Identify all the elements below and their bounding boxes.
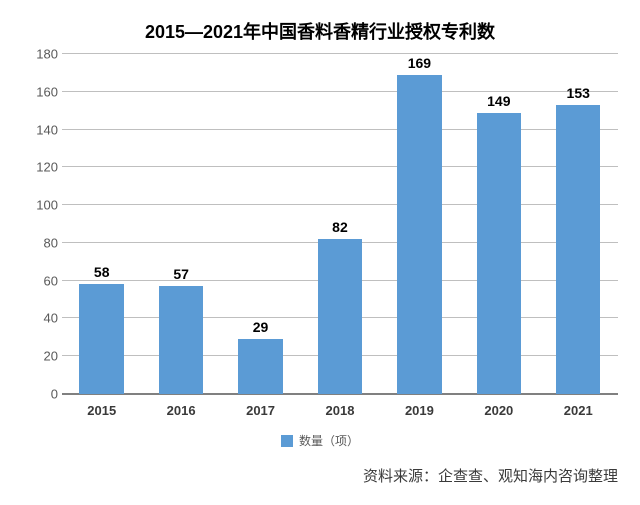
legend: 数量（项） [22,432,618,449]
bar-value-label: 153 [567,85,590,101]
y-tick-label: 180 [36,47,58,62]
bar-slot: 149 [459,54,538,394]
bar-value-label: 169 [408,55,431,71]
y-tick-label: 140 [36,122,58,137]
bar [556,105,600,394]
bar [477,113,521,394]
bars-group: 58 57 29 82 169 149 153 [62,54,618,394]
bar [318,239,362,394]
x-tick-label: 2021 [539,403,618,418]
legend-label: 数量（项） [299,434,359,448]
x-tick-label: 2016 [141,403,220,418]
y-tick-label: 40 [44,311,58,326]
y-tick-label: 120 [36,160,58,175]
chart-container: 2015—2021年中国香料香精行业授权专利数 0 20 40 60 80 100 120 1… [0,0,640,505]
bar-slot: 153 [539,54,618,394]
y-tick-label: 160 [36,84,58,99]
bar-value-label: 29 [253,319,269,335]
bar [238,339,282,394]
x-tick-label: 2019 [380,403,459,418]
bar-slot: 29 [221,54,300,394]
x-tick-label: 2020 [459,403,538,418]
y-tick-label: 20 [44,349,58,364]
x-axis: 2015201620172018201920202021 [62,394,618,418]
x-tick-label: 2017 [221,403,300,418]
bar [397,75,441,394]
bar-slot: 82 [300,54,379,394]
source-line: 资料来源：企查查、观知海内咨询整理 [22,465,618,486]
x-tick-label: 2015 [62,403,141,418]
x-tick-label: 2018 [300,403,379,418]
y-tick-label: 0 [51,387,58,402]
bar-slot: 169 [380,54,459,394]
bar-value-label: 82 [332,219,348,235]
bar-slot: 57 [141,54,220,394]
legend-swatch [281,435,293,447]
bar-value-label: 58 [94,264,110,280]
bar-value-label: 149 [487,93,510,109]
y-tick-label: 100 [36,198,58,213]
source-prefix: 资料来源： [363,468,438,485]
y-axis: 020406080100120140160180 [22,54,62,394]
source-text: 企查查、观知海内咨询整理 [438,468,618,485]
bar-value-label: 57 [173,266,189,282]
bar-slot: 58 [62,54,141,394]
y-tick-label: 80 [44,235,58,250]
bar [79,284,123,394]
bar [159,286,203,394]
y-tick-label: 60 [44,273,58,288]
plot-area: 020406080100120140160180 585729821691491… [22,54,618,394]
chart-title: 2015—2021年中国香料香精行业授权专利数 [22,18,618,44]
